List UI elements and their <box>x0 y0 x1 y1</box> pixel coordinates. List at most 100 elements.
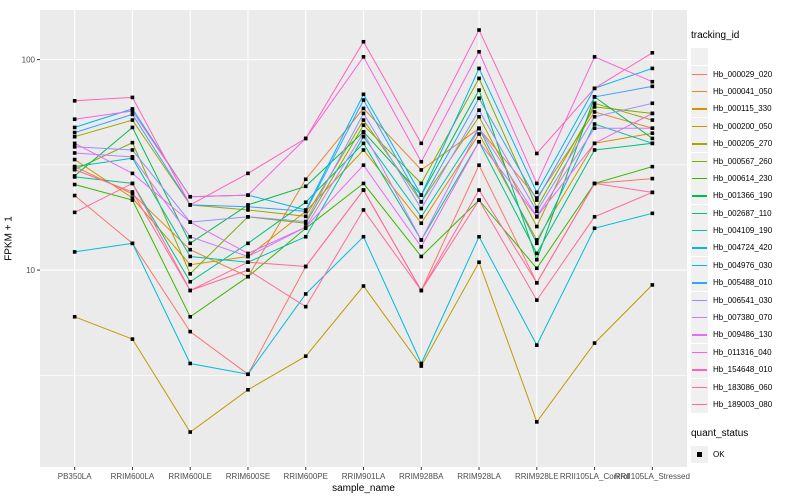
data-point <box>419 221 424 225</box>
x-tick-label: RRIM600SE <box>226 472 270 481</box>
data-point <box>477 96 481 101</box>
data-point <box>419 254 424 259</box>
data-point <box>72 167 77 172</box>
legend-item-label: Hb_002687_110 <box>713 208 772 218</box>
data-point <box>535 281 539 285</box>
legend-line-icon <box>692 90 707 93</box>
legend-item: Hb_001366_190 <box>691 187 799 205</box>
data-point <box>72 175 77 179</box>
data-point <box>72 314 77 319</box>
data-point <box>535 209 539 214</box>
data-point <box>535 198 539 202</box>
data-point <box>535 215 539 219</box>
data-point <box>361 92 366 97</box>
legend: tracking_id Hb_000029_020 Hb_000041_050 <box>691 30 799 464</box>
legend-item-label: Hb_004976_030 <box>713 260 773 270</box>
data-point <box>246 268 250 272</box>
data-point <box>592 86 597 91</box>
data-point <box>188 361 192 366</box>
x-tick-label: RRIM600LA <box>111 472 155 481</box>
legend-item: Hb_000029_020 <box>691 65 799 83</box>
legend-line-icon <box>692 108 707 110</box>
legend-key <box>691 291 708 309</box>
data-point <box>72 145 77 149</box>
legend-key <box>691 152 708 170</box>
data-point <box>361 208 366 212</box>
data-point <box>419 215 424 219</box>
data-point <box>130 107 135 111</box>
data-point <box>72 157 77 162</box>
legend-line-icon <box>692 212 707 215</box>
data-point <box>246 208 250 212</box>
data-point <box>130 109 135 113</box>
legend-key <box>691 446 708 464</box>
legend-item-label: Hb_009486_130 <box>713 330 773 340</box>
legend-line-icon <box>692 299 707 302</box>
quant-status-section: quant_status OK <box>691 428 799 464</box>
data-point <box>477 188 481 192</box>
data-point <box>188 272 192 276</box>
data-point <box>592 215 597 219</box>
legend-item-label: Hb_004109_190 <box>713 226 773 236</box>
legend-line-icon <box>692 125 707 128</box>
data-point <box>477 163 481 167</box>
data-point <box>477 260 481 264</box>
legend-line-icon <box>692 56 707 57</box>
x-tick-label: RRIM928BA <box>399 472 444 481</box>
data-point <box>361 118 366 122</box>
data-point <box>361 181 366 186</box>
data-point <box>477 139 481 144</box>
x-tick-label: RRIM928LE <box>515 472 559 481</box>
legend-key <box>691 117 708 135</box>
data-point <box>246 193 250 197</box>
data-point <box>72 182 77 187</box>
legend-key <box>691 82 708 100</box>
data-point <box>535 266 539 271</box>
data-point <box>477 66 481 71</box>
data-point <box>188 203 192 207</box>
legend-key <box>691 65 708 83</box>
data-point <box>535 251 539 256</box>
data-point <box>650 176 655 181</box>
data-point <box>650 66 655 71</box>
data-point <box>650 141 655 146</box>
data-point <box>246 274 250 279</box>
data-point <box>419 193 424 197</box>
data-point <box>535 298 539 302</box>
legend-item: Hb_004724_420 <box>691 239 799 257</box>
data-point <box>188 288 192 293</box>
legend-key <box>691 274 708 292</box>
data-point <box>246 203 250 207</box>
data-point <box>650 118 655 122</box>
legend-item: Hb_009486_130 <box>691 326 799 344</box>
data-point <box>303 184 308 189</box>
data-point <box>246 215 250 219</box>
legend-title-quant-status: quant_status <box>691 428 749 440</box>
legend-item: Hb_000567_260 <box>691 152 799 170</box>
x-tick-label: RRII105LA_Stressed <box>615 472 690 481</box>
legend-item-label: Hb_000115_330 <box>713 104 772 114</box>
data-point <box>419 361 424 366</box>
legend-item: Hb_002687_110 <box>691 204 799 222</box>
data-point <box>592 114 597 119</box>
data-point <box>650 190 655 195</box>
data-point <box>419 168 424 172</box>
data-point <box>246 251 250 256</box>
x-tick-label: PB350LA <box>58 472 92 481</box>
legend-item-label: Hb_000041_050 <box>713 86 773 96</box>
data-point <box>130 155 135 159</box>
legend-line-icon <box>692 177 707 180</box>
data-point <box>361 148 366 152</box>
data-point <box>72 130 77 135</box>
data-point <box>303 264 308 269</box>
legend-title-tracking-id: tracking_id <box>691 30 740 41</box>
legend-item: Hb_000614_230 <box>691 169 799 187</box>
legend-item: Hb_000041_050 <box>691 82 799 100</box>
data-point <box>130 148 135 152</box>
legend-item: Hb_154648_010 <box>691 361 799 379</box>
data-point <box>188 241 192 246</box>
legend-key <box>691 326 708 344</box>
data-point <box>592 95 597 99</box>
data-point <box>535 420 539 424</box>
data-point <box>477 28 481 32</box>
